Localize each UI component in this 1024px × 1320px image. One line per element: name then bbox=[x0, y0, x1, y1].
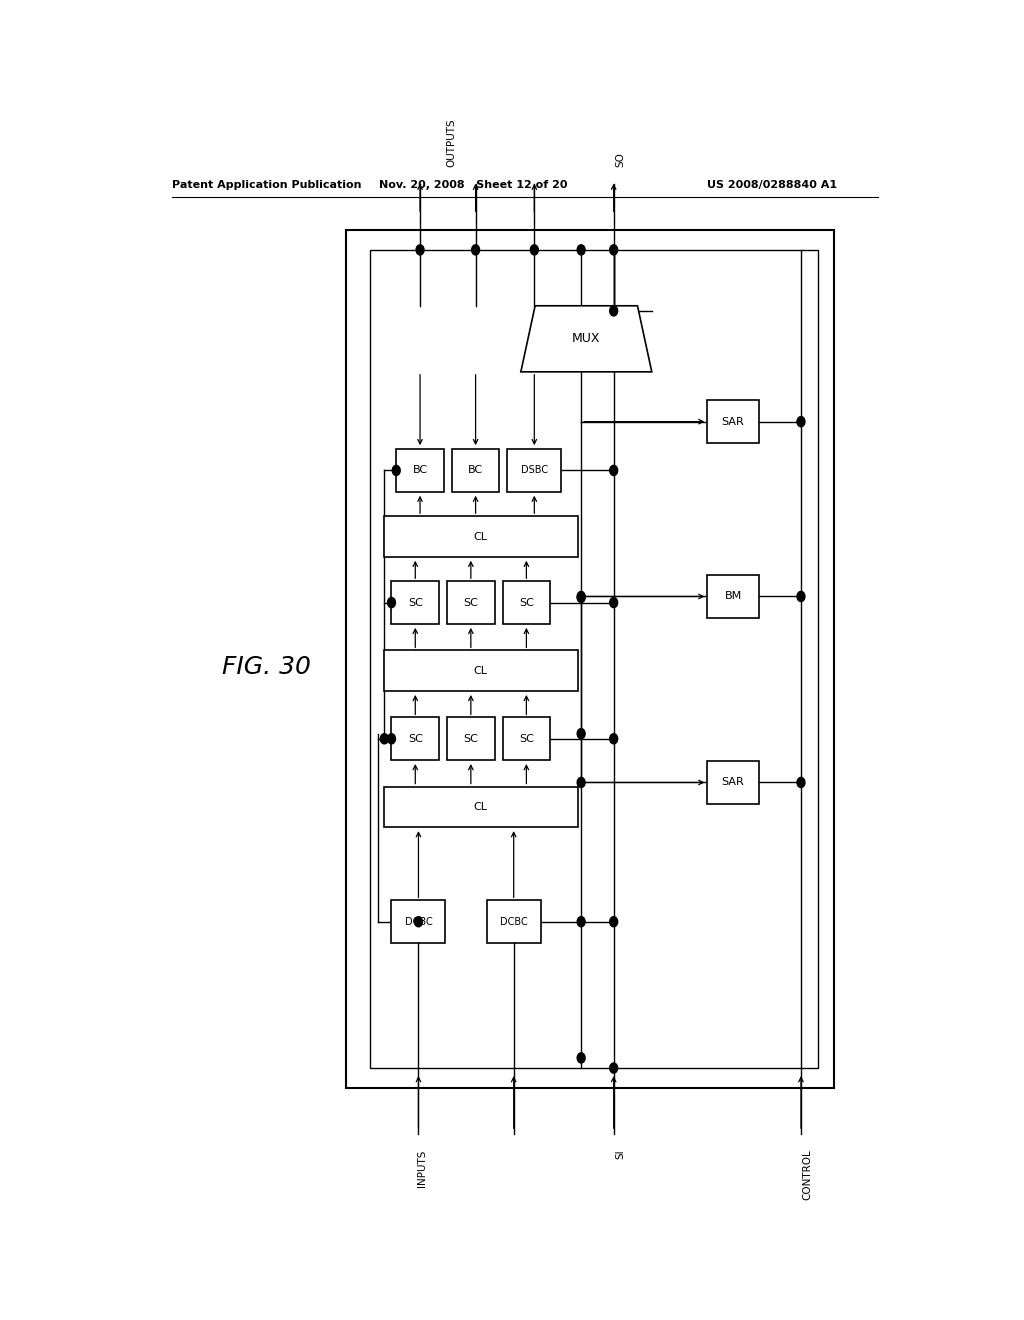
Circle shape bbox=[392, 466, 400, 475]
Circle shape bbox=[387, 734, 395, 744]
Circle shape bbox=[472, 244, 479, 255]
Bar bbox=[396, 449, 443, 492]
Text: Nov. 20, 2008   Sheet 12 of 20: Nov. 20, 2008 Sheet 12 of 20 bbox=[379, 180, 567, 190]
Circle shape bbox=[609, 1063, 617, 1073]
Bar bbox=[447, 581, 495, 624]
Text: US 2008/0288840 A1: US 2008/0288840 A1 bbox=[708, 180, 838, 190]
Circle shape bbox=[387, 598, 395, 607]
Circle shape bbox=[578, 591, 585, 602]
Bar bbox=[503, 718, 550, 760]
Text: SC: SC bbox=[408, 598, 423, 607]
Text: SC: SC bbox=[519, 734, 534, 743]
Text: CONTROL: CONTROL bbox=[803, 1150, 812, 1200]
Circle shape bbox=[609, 244, 617, 255]
Text: SC: SC bbox=[464, 734, 478, 743]
Circle shape bbox=[578, 593, 585, 602]
Text: CL: CL bbox=[474, 665, 487, 676]
Circle shape bbox=[797, 777, 805, 788]
Circle shape bbox=[578, 1053, 585, 1063]
Bar bbox=[447, 718, 495, 760]
Text: SAR: SAR bbox=[722, 777, 744, 788]
Bar bbox=[486, 900, 541, 942]
Text: INPUTS: INPUTS bbox=[418, 1150, 427, 1187]
Circle shape bbox=[797, 591, 805, 602]
Text: CL: CL bbox=[474, 801, 487, 812]
Text: SC: SC bbox=[464, 598, 478, 607]
Circle shape bbox=[609, 916, 617, 927]
Text: SAR: SAR bbox=[722, 417, 744, 426]
Bar bbox=[346, 230, 835, 1089]
Text: BC: BC bbox=[413, 466, 428, 475]
Bar bbox=[507, 449, 561, 492]
Circle shape bbox=[380, 734, 388, 744]
Circle shape bbox=[578, 729, 585, 739]
Bar bbox=[391, 718, 439, 760]
Bar bbox=[384, 651, 578, 690]
Text: OUTPUTS: OUTPUTS bbox=[446, 117, 457, 166]
Bar bbox=[370, 249, 818, 1068]
Bar bbox=[503, 581, 550, 624]
Text: DSBC: DSBC bbox=[521, 466, 548, 475]
Circle shape bbox=[609, 598, 617, 607]
Bar bbox=[708, 762, 759, 804]
Bar bbox=[708, 400, 759, 444]
Text: FIG. 30: FIG. 30 bbox=[222, 655, 311, 678]
Bar bbox=[391, 900, 445, 942]
Bar bbox=[391, 581, 439, 624]
Bar bbox=[384, 787, 578, 828]
Text: BM: BM bbox=[725, 591, 741, 602]
Circle shape bbox=[530, 244, 539, 255]
Circle shape bbox=[797, 417, 805, 426]
Text: MUX: MUX bbox=[572, 333, 600, 346]
Circle shape bbox=[609, 306, 617, 315]
Text: BC: BC bbox=[468, 466, 483, 475]
Bar bbox=[708, 576, 759, 618]
Text: DCBC: DCBC bbox=[404, 916, 432, 927]
Circle shape bbox=[578, 916, 585, 927]
Text: Patent Application Publication: Patent Application Publication bbox=[172, 180, 361, 190]
Text: CL: CL bbox=[474, 532, 487, 541]
Bar bbox=[384, 516, 578, 557]
Circle shape bbox=[578, 777, 585, 788]
Circle shape bbox=[609, 466, 617, 475]
Circle shape bbox=[416, 244, 424, 255]
Circle shape bbox=[415, 916, 423, 927]
Text: SC: SC bbox=[408, 734, 423, 743]
Text: SO: SO bbox=[615, 152, 625, 166]
Circle shape bbox=[578, 244, 585, 255]
Polygon shape bbox=[521, 306, 652, 372]
Bar bbox=[452, 449, 500, 492]
Circle shape bbox=[609, 734, 617, 744]
Text: DCBC: DCBC bbox=[500, 916, 527, 927]
Text: SC: SC bbox=[519, 598, 534, 607]
Text: SI: SI bbox=[615, 1150, 625, 1159]
